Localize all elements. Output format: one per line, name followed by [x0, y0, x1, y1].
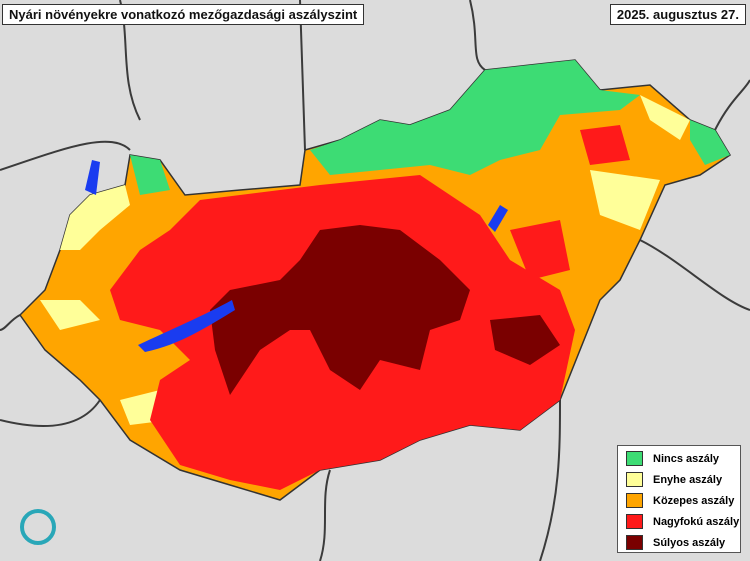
legend-item: Súlyos aszály	[618, 532, 740, 553]
zone	[310, 60, 640, 175]
legend-swatch	[626, 472, 643, 487]
logo	[20, 509, 56, 545]
legend: Nincs aszály Enyhe aszály Közepes aszály Na…	[617, 445, 741, 553]
title: Nyári növényekre vonatkozó mezőgazdasági…	[2, 4, 365, 25]
legend-label: Enyhe aszály	[653, 473, 723, 486]
lakes	[85, 160, 508, 352]
zone	[210, 225, 560, 395]
legend-label: Nincs aszály	[653, 452, 720, 465]
legend-swatch	[626, 493, 643, 508]
legend-label: Nagyfokú aszály	[653, 515, 740, 528]
legend-swatch	[626, 514, 643, 529]
legend-swatch	[626, 535, 643, 550]
legend-item: Nagyfokú aszály	[618, 511, 740, 532]
legend-item: Nincs aszály	[618, 448, 740, 469]
legend-label: Közepes aszály	[653, 494, 735, 507]
legend-swatch	[626, 451, 643, 466]
legend-item: Közepes aszály	[618, 490, 740, 511]
date: 2025. augusztus 27.	[609, 4, 746, 25]
legend-item: Enyhe aszály	[618, 469, 740, 490]
legend-label: Súlyos aszály	[653, 536, 726, 549]
